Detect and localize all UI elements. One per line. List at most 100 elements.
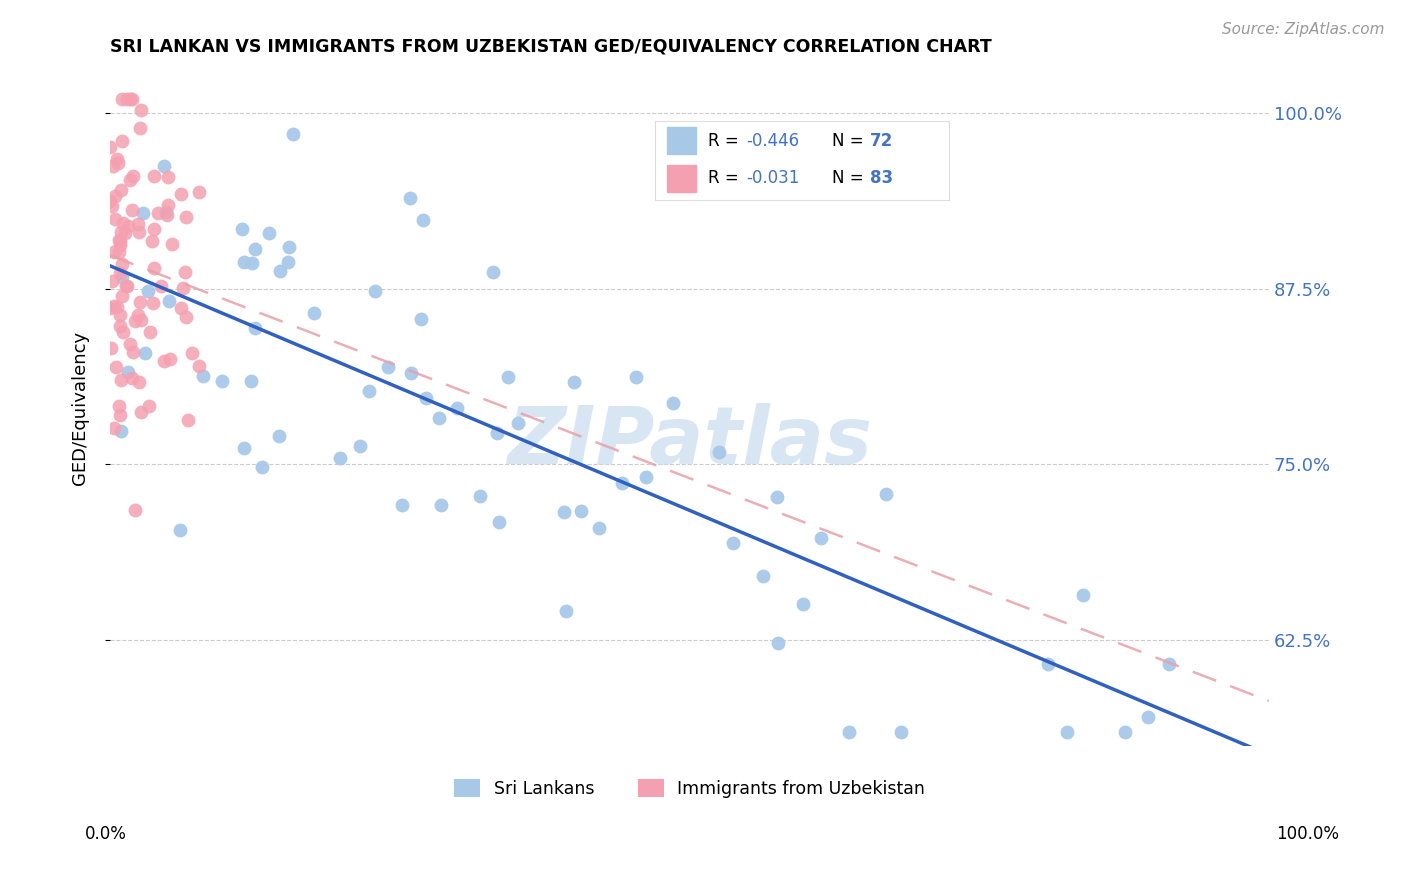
Point	[169, 523, 191, 537]
Point	[100, 341, 122, 355]
Point	[792, 597, 814, 611]
Point	[766, 490, 789, 504]
Point	[127, 217, 149, 231]
Point	[156, 198, 179, 212]
Point	[707, 445, 730, 459]
Point	[1136, 710, 1159, 724]
Point	[174, 210, 197, 224]
Point	[117, 366, 139, 380]
Point	[104, 189, 127, 203]
Point	[172, 281, 194, 295]
Point	[243, 320, 266, 334]
Text: 72: 72	[870, 131, 893, 150]
Point	[191, 368, 214, 383]
Point	[121, 92, 143, 106]
Point	[269, 264, 291, 278]
Point	[155, 205, 177, 219]
Point	[103, 299, 125, 313]
Legend: Sri Lankans, Immigrants from Uzbekistan: Sri Lankans, Immigrants from Uzbekistan	[447, 772, 932, 805]
Point	[429, 410, 451, 425]
Point	[281, 128, 304, 142]
Point	[415, 391, 437, 405]
Point	[129, 313, 152, 327]
Text: 0.0%: 0.0%	[84, 825, 127, 843]
Point	[349, 439, 371, 453]
Point	[498, 369, 520, 384]
Point	[139, 326, 162, 340]
Point	[177, 413, 200, 427]
Point	[110, 425, 132, 439]
Point	[399, 366, 422, 380]
Point	[124, 314, 146, 328]
Point	[129, 405, 152, 419]
Point	[588, 521, 610, 535]
Point	[141, 234, 163, 248]
Point	[662, 396, 685, 410]
Point	[111, 325, 134, 339]
Point	[142, 169, 165, 183]
Point	[120, 173, 142, 187]
Point	[159, 352, 181, 367]
Point	[107, 156, 129, 170]
Point	[277, 255, 299, 269]
Point	[127, 309, 149, 323]
Point	[114, 226, 136, 240]
Text: Source: ZipAtlas.com: Source: ZipAtlas.com	[1222, 22, 1385, 37]
Point	[485, 425, 508, 440]
Point	[149, 278, 172, 293]
Point	[108, 233, 131, 247]
Point	[108, 234, 131, 248]
Point	[121, 203, 143, 218]
Point	[108, 266, 131, 280]
Point	[169, 301, 191, 316]
Point	[121, 169, 143, 183]
Point	[110, 238, 132, 252]
Text: ZIPatlas: ZIPatlas	[508, 403, 872, 481]
Text: N =: N =	[832, 169, 869, 187]
Point	[250, 459, 273, 474]
Point	[624, 370, 647, 384]
Point	[101, 274, 124, 288]
Point	[107, 400, 129, 414]
Point	[98, 301, 121, 316]
Point	[156, 170, 179, 185]
Point	[1071, 588, 1094, 602]
Y-axis label: GED/Equivalency: GED/Equivalency	[72, 331, 89, 485]
Point	[146, 206, 169, 220]
Point	[108, 244, 131, 259]
Point	[302, 306, 325, 320]
Point	[114, 279, 136, 293]
Point	[243, 242, 266, 256]
Point	[98, 140, 121, 154]
Point	[103, 244, 125, 259]
Point	[257, 226, 280, 240]
Point	[136, 284, 159, 298]
Point	[751, 568, 773, 582]
Point	[101, 199, 124, 213]
Point	[132, 206, 155, 220]
Point	[875, 487, 897, 501]
Point	[105, 152, 128, 166]
Point	[112, 216, 135, 230]
Point	[120, 92, 142, 106]
Point	[412, 213, 434, 227]
Point	[188, 185, 211, 199]
Point	[153, 159, 176, 173]
Point	[105, 301, 128, 315]
Point	[359, 384, 381, 399]
Point	[187, 359, 209, 373]
Point	[138, 400, 160, 414]
Point	[121, 344, 143, 359]
Bar	[666, 127, 696, 154]
Point	[108, 318, 131, 333]
Point	[170, 187, 193, 202]
Point	[553, 505, 575, 519]
Point	[110, 226, 132, 240]
Point	[142, 296, 165, 310]
Point	[110, 373, 132, 387]
Point	[488, 515, 510, 529]
Point	[104, 359, 127, 374]
Text: N =: N =	[832, 131, 869, 150]
Point	[211, 374, 233, 388]
Point	[1114, 724, 1136, 739]
